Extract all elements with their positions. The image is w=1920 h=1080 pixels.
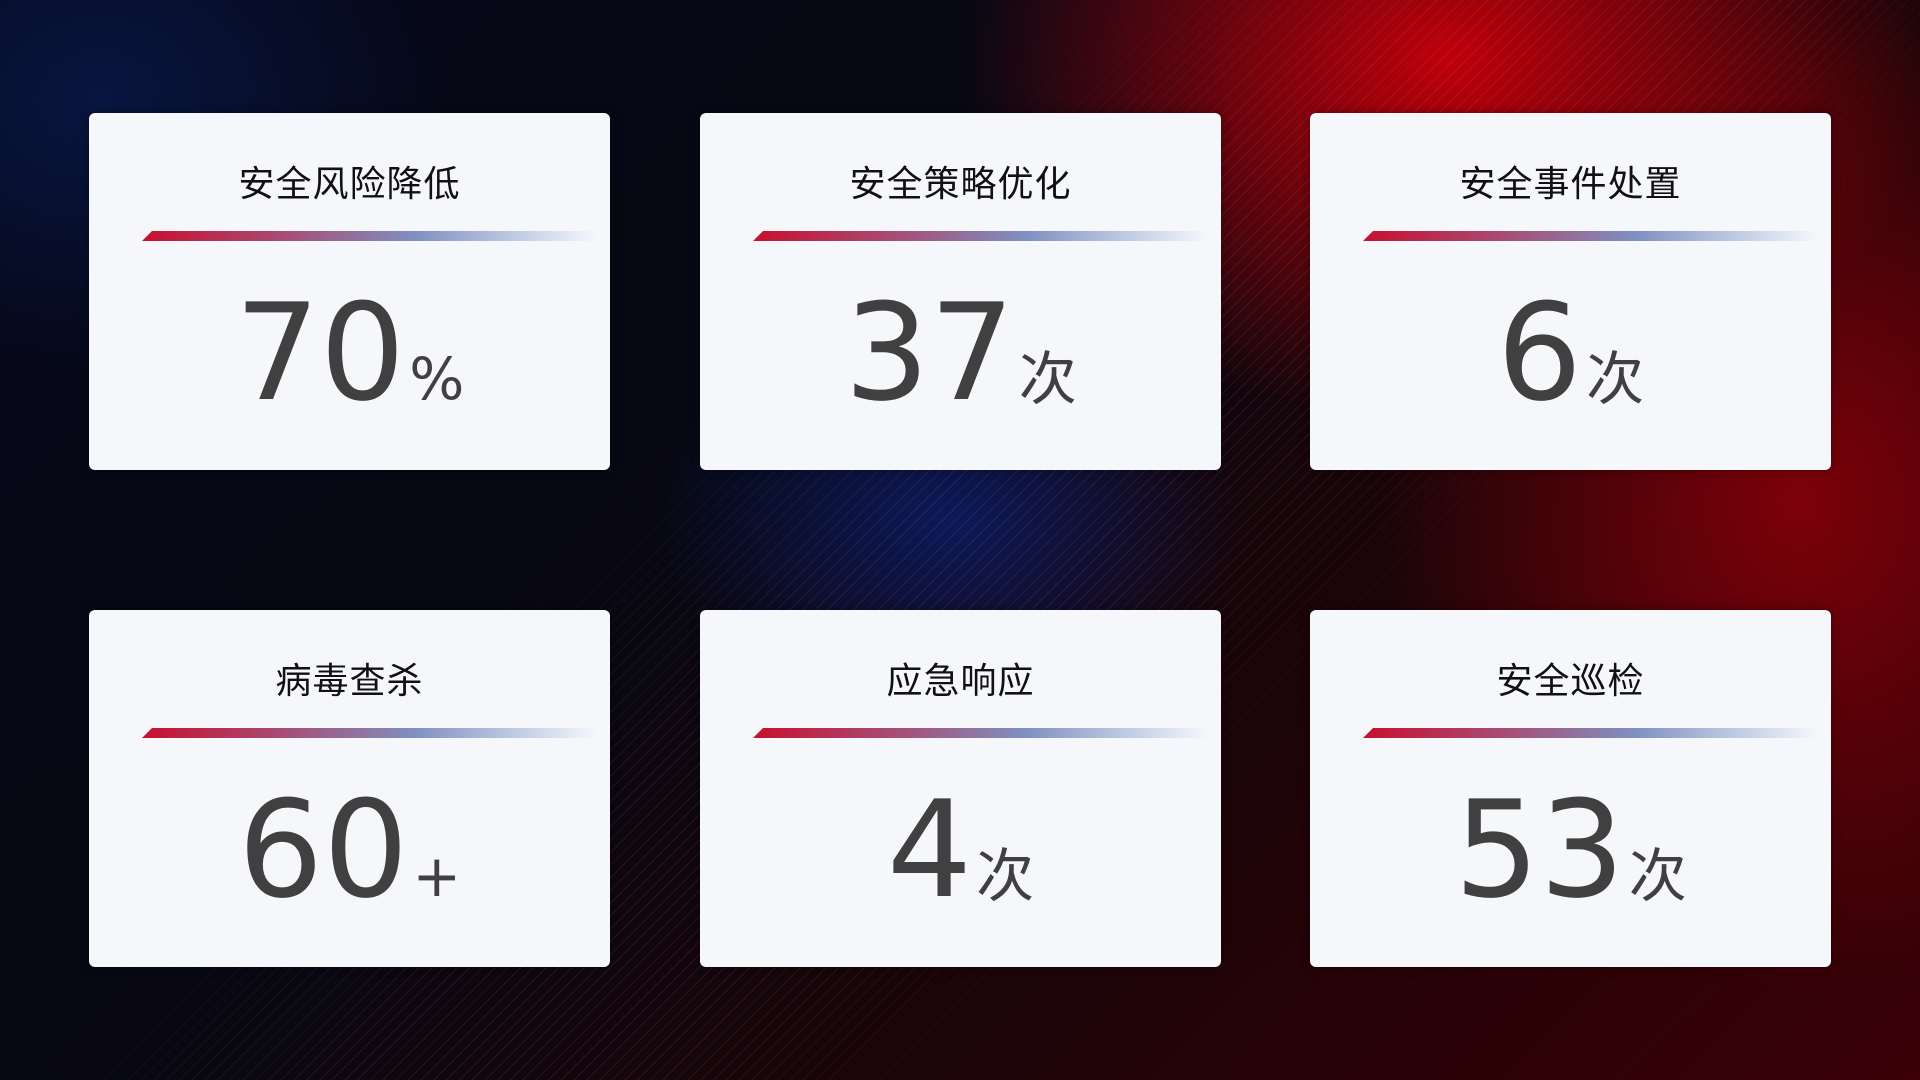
card-title: 安全策略优化	[849, 164, 1072, 205]
card-divider	[142, 728, 597, 738]
value-number: 6	[1496, 275, 1583, 431]
card-title: 安全事件处置	[1459, 164, 1682, 205]
card-value: 60 +	[89, 760, 610, 940]
value-unit: %	[409, 345, 465, 413]
value-unit: 次	[976, 842, 1035, 910]
value-number: 70	[234, 275, 406, 431]
card-title: 安全风险降低	[238, 164, 461, 205]
card-divider	[142, 231, 597, 241]
card-value: 53 次	[1310, 760, 1831, 940]
stat-card-policy-optimization: 安全策略优化 37 次	[700, 113, 1221, 470]
stat-card-security-patrol: 安全巡检 53 次	[1310, 610, 1831, 967]
card-divider	[753, 231, 1208, 241]
value-unit: +	[412, 842, 462, 910]
stat-card-risk-reduction: 安全风险降低 70%	[89, 113, 610, 470]
card-value: 37 次	[700, 263, 1221, 443]
value-number: 53	[1454, 772, 1625, 928]
card-divider	[753, 728, 1208, 738]
card-divider	[1363, 231, 1818, 241]
value-number: 37	[844, 275, 1015, 431]
value-unit: 次	[1628, 842, 1687, 910]
value-number: 60	[237, 772, 409, 928]
value-unit: 次	[1018, 345, 1077, 413]
card-value: 70%	[89, 263, 610, 443]
value-unit: 次	[1586, 345, 1645, 413]
card-title: 病毒查杀	[275, 661, 424, 702]
stat-card-virus-removal: 病毒查杀 60 +	[89, 610, 610, 967]
card-divider	[1363, 728, 1818, 738]
value-number: 4	[886, 772, 973, 928]
card-title: 应急响应	[886, 661, 1035, 702]
card-title: 安全巡检	[1496, 661, 1645, 702]
